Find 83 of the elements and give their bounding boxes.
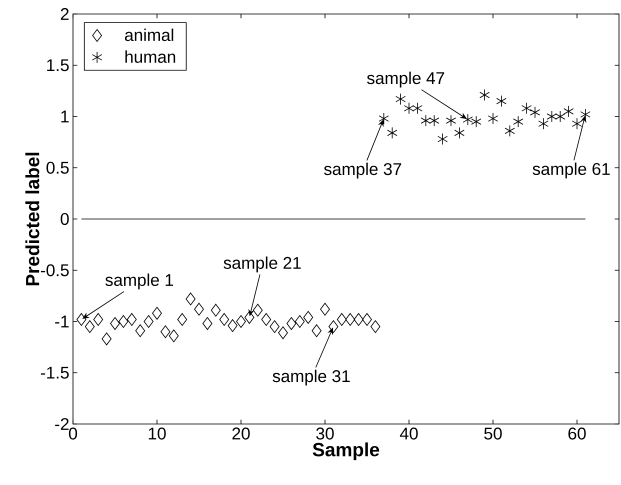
annotation: sample 47 (367, 72, 444, 88)
point (93, 313, 104, 326)
x-tick-label: 20 (232, 428, 250, 440)
point (152, 306, 162, 320)
y-tick-label: -0.5 (40, 264, 69, 276)
point (177, 313, 188, 326)
annotation: sample 31 (272, 370, 350, 386)
point (471, 116, 482, 128)
point (354, 313, 364, 326)
point (252, 304, 263, 317)
point (496, 95, 507, 108)
point (488, 112, 498, 124)
x-axis-title: Sample (312, 442, 380, 460)
point (160, 325, 170, 338)
annotation: sample 37 (324, 162, 402, 178)
annotation: sample 21 (224, 256, 301, 272)
point (572, 118, 582, 130)
point (563, 105, 574, 118)
y-tick-label: -1.5 (40, 366, 69, 379)
x-tick-label: 30 (316, 428, 334, 440)
point (110, 317, 120, 330)
point (236, 315, 246, 328)
point (228, 319, 238, 332)
y-tick-label: -2 (55, 418, 69, 430)
point (395, 93, 406, 105)
y-tick-label: -1 (55, 316, 69, 328)
point (420, 114, 431, 126)
point (144, 315, 154, 328)
point (294, 315, 305, 328)
x-tick-label: 60 (568, 428, 586, 440)
point (303, 311, 314, 324)
point (118, 315, 128, 328)
y-axis-title: Predicted label (25, 152, 40, 286)
point (210, 304, 221, 317)
annotation: sample 61 (532, 162, 610, 178)
point (84, 320, 95, 334)
point (521, 102, 532, 114)
point (328, 320, 338, 334)
point (429, 114, 440, 126)
x-tick-label: 50 (484, 428, 502, 440)
point (126, 313, 137, 326)
point (345, 313, 356, 326)
point (219, 313, 230, 326)
x-tick-label: 0 (68, 428, 78, 440)
point (202, 317, 212, 330)
x-tick-label: 40 (400, 428, 418, 440)
point (538, 118, 549, 130)
legend-label: animal (124, 28, 174, 42)
point (555, 110, 566, 122)
annotation: sample 1 (105, 274, 174, 290)
point (336, 313, 347, 326)
point (412, 102, 423, 114)
y-tick-label: 2 (60, 8, 69, 20)
point (437, 133, 448, 145)
point (270, 320, 280, 334)
x-tick-label: 10 (148, 428, 166, 440)
point (454, 127, 465, 139)
point (261, 313, 272, 326)
y-tick-label: 1 (61, 110, 69, 122)
legend-label: human (125, 50, 176, 63)
point (370, 320, 380, 334)
point (312, 324, 322, 338)
point (504, 124, 515, 137)
point (286, 317, 296, 330)
point (186, 292, 196, 306)
point (530, 106, 540, 118)
point (168, 329, 179, 342)
y-tick-label: 0.5 (46, 162, 69, 174)
point (135, 324, 146, 338)
point (387, 127, 398, 139)
point (362, 313, 372, 326)
y-tick-label: 0 (60, 212, 69, 226)
point (320, 302, 330, 316)
point (194, 302, 204, 316)
point (76, 313, 86, 326)
point (278, 326, 288, 340)
point (546, 110, 557, 122)
y-tick-label: 1.5 (47, 59, 69, 72)
point (446, 114, 456, 126)
point (102, 332, 112, 346)
point (479, 89, 490, 101)
point (513, 116, 524, 128)
point (404, 102, 414, 114)
